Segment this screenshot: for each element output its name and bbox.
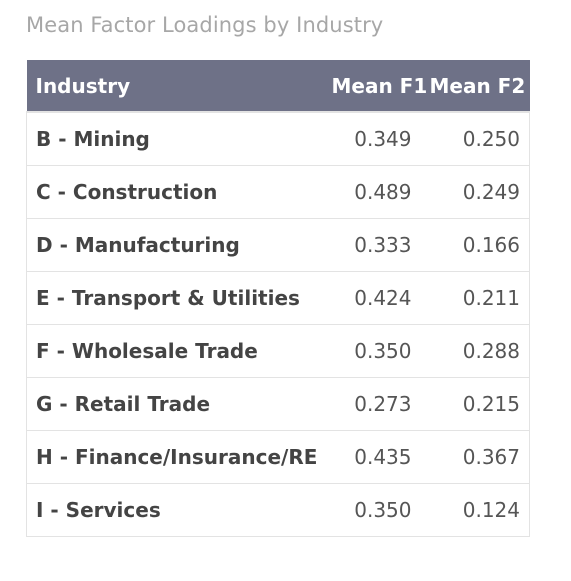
column-header-mean-f2: Mean F2 <box>429 73 526 98</box>
factor-loadings-table-container: Industry Mean F1 Mean F2 B - Mining 0.34… <box>26 60 530 537</box>
table-row: F - Wholesale Trade 0.350 0.288 <box>26 324 530 377</box>
column-header-industry: Industry <box>35 73 131 98</box>
mean-f2-cell: 0.215 <box>462 391 520 416</box>
mean-f1-cell: 0.350 <box>354 338 412 363</box>
mean-f2-cell: 0.250 <box>462 126 520 151</box>
table-row: B - Mining 0.349 0.250 <box>26 112 530 165</box>
mean-f1-cell: 0.424 <box>354 285 412 310</box>
table-row: G - Retail Trade 0.273 0.215 <box>26 377 530 430</box>
mean-f2-cell: 0.249 <box>462 179 520 204</box>
mean-f1-cell: 0.273 <box>354 391 412 416</box>
industry-cell: E - Transport & Utilities <box>36 285 300 310</box>
table-row: C - Construction 0.489 0.249 <box>26 165 530 218</box>
industry-cell: F - Wholesale Trade <box>36 338 258 363</box>
industry-cell: H - Finance/Insurance/RE <box>36 444 318 469</box>
table-row: E - Transport & Utilities 0.424 0.211 <box>26 271 530 324</box>
mean-f1-cell: 0.349 <box>354 126 412 151</box>
mean-f1-cell: 0.333 <box>354 232 412 257</box>
chart-title: Mean Factor Loadings by Industry <box>26 13 384 37</box>
industry-cell: D - Manufacturing <box>36 232 240 257</box>
mean-f1-cell: 0.435 <box>354 444 412 469</box>
table-header-row: Industry Mean F1 Mean F2 <box>26 60 530 112</box>
mean-f2-cell: 0.124 <box>462 497 520 522</box>
mean-f2-cell: 0.211 <box>462 285 520 310</box>
mean-f1-cell: 0.350 <box>354 497 412 522</box>
factor-loadings-table: Industry Mean F1 Mean F2 B - Mining 0.34… <box>26 60 530 537</box>
table-row: D - Manufacturing 0.333 0.166 <box>26 218 530 271</box>
industry-cell: G - Retail Trade <box>36 391 211 416</box>
mean-f1-cell: 0.489 <box>354 179 412 204</box>
industry-cell: B - Mining <box>36 126 150 151</box>
mean-f2-cell: 0.288 <box>462 338 520 363</box>
mean-f2-cell: 0.166 <box>462 232 520 257</box>
industry-cell: I - Services <box>36 497 161 522</box>
column-header-mean-f1: Mean F1 <box>331 73 428 98</box>
mean-f2-cell: 0.367 <box>462 444 520 469</box>
table-row: I - Services 0.350 0.124 <box>26 483 530 536</box>
industry-cell: C - Construction <box>36 179 218 204</box>
table-row: H - Finance/Insurance/RE 0.435 0.367 <box>26 430 530 483</box>
